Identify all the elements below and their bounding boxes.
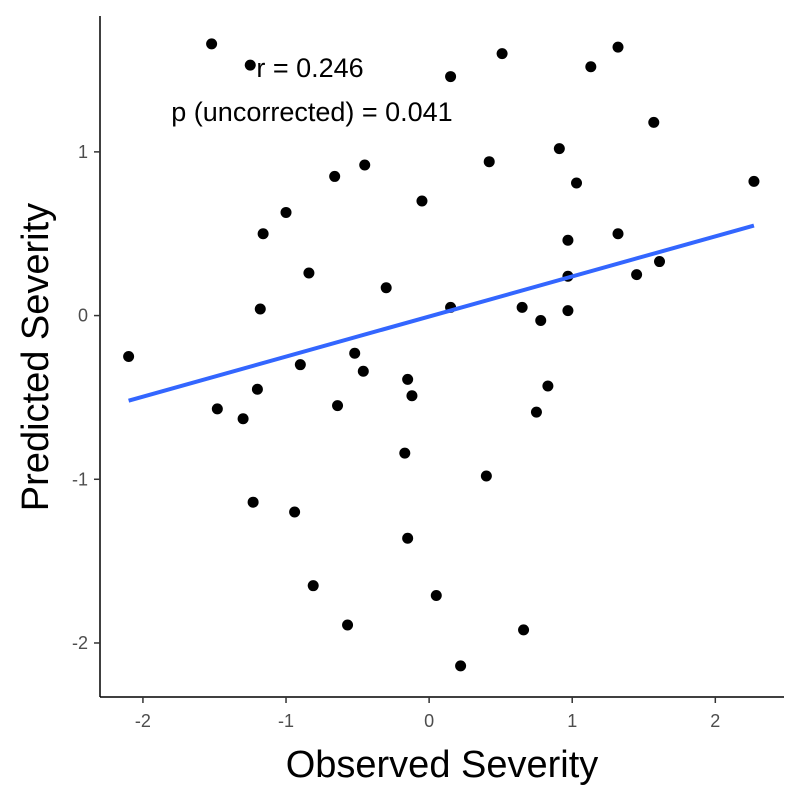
data-point-44 <box>402 532 414 544</box>
y-tick-label: 1 <box>78 142 88 162</box>
data-point-38 <box>530 406 542 418</box>
points-layer <box>123 38 760 672</box>
data-point-35 <box>406 390 418 402</box>
data-point-30 <box>294 359 306 371</box>
data-point-7 <box>553 143 565 155</box>
data-point-29 <box>123 351 135 362</box>
data-point-17 <box>562 234 574 246</box>
regression-line <box>128 223 755 403</box>
x-axis-ticks: -2 -1 0 1 2 <box>135 697 720 731</box>
y-tick-label: 0 <box>78 306 88 326</box>
data-point-31 <box>357 365 369 377</box>
data-point-40 <box>399 447 411 459</box>
data-point-12 <box>748 175 760 187</box>
data-point-6 <box>648 116 660 128</box>
data-point-26 <box>562 305 574 317</box>
data-point-9 <box>359 159 371 171</box>
y-tick-label: -2 <box>72 633 88 653</box>
x-tick-label: 1 <box>567 711 577 731</box>
x-tick-label: 0 <box>424 711 434 731</box>
correlation-annotation: r = 0.246 <box>256 53 363 83</box>
x-axis-title: Observed Severity <box>286 744 599 786</box>
data-point-39 <box>237 413 249 425</box>
data-point-33 <box>542 380 554 392</box>
p-value-annotation: p (uncorrected) = 0.041 <box>171 97 452 127</box>
data-point-22 <box>380 282 392 294</box>
data-point-28 <box>349 347 361 359</box>
data-point-19 <box>303 267 315 279</box>
data-point-5 <box>612 41 624 53</box>
data-point-15 <box>257 228 269 240</box>
data-point-47 <box>342 619 354 631</box>
data-point-43 <box>289 506 301 518</box>
data-point-0 <box>206 38 218 50</box>
y-axis-ticks: -2 -1 0 1 <box>72 142 100 653</box>
data-point-42 <box>247 496 259 508</box>
x-tick-label: -2 <box>135 711 151 731</box>
data-point-11 <box>571 177 583 189</box>
data-point-3 <box>496 48 508 60</box>
fit-line-layer <box>128 223 755 403</box>
y-axis-title: Predicted Severity <box>15 203 57 511</box>
y-tick-label: -1 <box>72 469 88 489</box>
data-point-10 <box>329 170 341 182</box>
data-point-45 <box>307 580 319 592</box>
data-point-34 <box>251 383 263 395</box>
data-point-2 <box>445 71 457 83</box>
data-point-46 <box>430 590 442 602</box>
data-point-13 <box>416 195 428 207</box>
data-point-32 <box>402 373 414 385</box>
data-point-23 <box>254 303 266 315</box>
data-point-36 <box>332 400 344 412</box>
data-point-48 <box>518 624 530 636</box>
data-point-18 <box>654 256 666 268</box>
data-point-49 <box>455 660 467 672</box>
x-tick-label: -1 <box>278 711 294 731</box>
data-point-8 <box>483 156 495 168</box>
data-point-21 <box>631 269 643 281</box>
data-point-27 <box>535 314 547 326</box>
data-point-41 <box>480 470 492 482</box>
x-tick-label: 2 <box>710 711 720 731</box>
data-point-16 <box>612 228 624 240</box>
data-point-37 <box>211 403 223 415</box>
data-point-4 <box>585 61 597 73</box>
data-point-25 <box>516 301 528 313</box>
data-point-14 <box>280 206 292 218</box>
data-point-1 <box>244 59 256 71</box>
